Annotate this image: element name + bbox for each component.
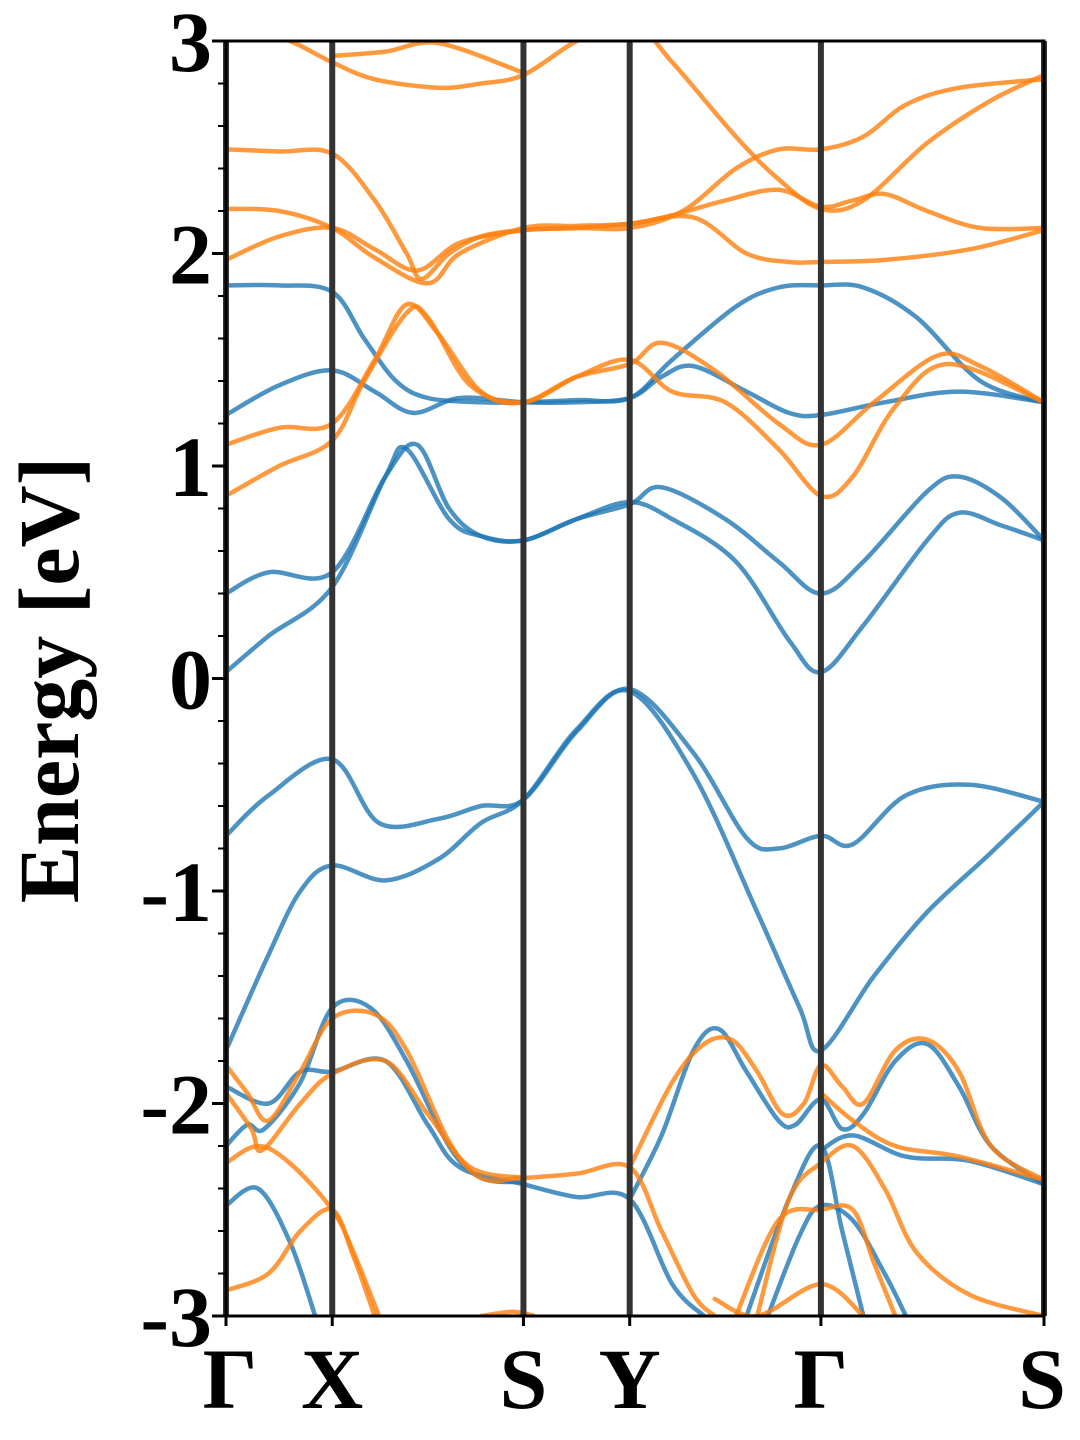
- band-line-blue-5: [226, 282, 1044, 405]
- y-tick-label-6: -3: [140, 1269, 212, 1365]
- band-line-orange-19: [329, 41, 526, 76]
- x-tick-label-3: Y: [599, 1331, 661, 1427]
- y-tick-label-3: 0: [169, 632, 212, 728]
- band-line-orange-14: [226, 301, 1044, 448]
- band-line-orange-28: [712, 1281, 866, 1316]
- y-tick-label-4: -1: [140, 844, 212, 940]
- y-tick-label-0: 3: [169, 0, 212, 90]
- band-line-orange-25: [226, 1206, 377, 1316]
- band-line-orange-18: [226, 41, 1044, 213]
- band-line-orange-23: [818, 1090, 1044, 1183]
- band-line-blue-9: [818, 1133, 1044, 1187]
- y-tick-label-2: 1: [169, 419, 212, 515]
- y-axis: 3 2 1 0 -1 -2 -3: [140, 0, 226, 1365]
- x-tick-label-1: X: [301, 1331, 363, 1427]
- band-line-blue-0: [226, 686, 1044, 852]
- band-line-blue-7: [226, 997, 526, 1185]
- bands-layer: [226, 41, 1044, 1316]
- band-line-blue-3: [226, 441, 1044, 596]
- band-line-blue-1: [226, 687, 1044, 1054]
- band-line-orange-17: [226, 77, 1044, 282]
- x-tick-label-2: S: [500, 1331, 548, 1427]
- x-tick-label-0: Γ: [203, 1331, 258, 1427]
- band-line-orange-26: [733, 1203, 898, 1316]
- band-line-blue-10: [226, 1185, 318, 1316]
- y-tick-label-5: -2: [140, 1057, 212, 1153]
- y-axis-label: Energy [eV]: [1, 457, 97, 904]
- y-tick-label-1: 2: [169, 207, 212, 303]
- plot-area: [223, 39, 1047, 1318]
- band-line-orange-16: [226, 187, 1044, 286]
- band-line-orange-27: [754, 1142, 1044, 1316]
- x-tick-label-5: S: [1018, 1331, 1066, 1427]
- x-tick-label-4: Γ: [794, 1331, 849, 1427]
- band-line-blue-2: [226, 444, 1044, 675]
